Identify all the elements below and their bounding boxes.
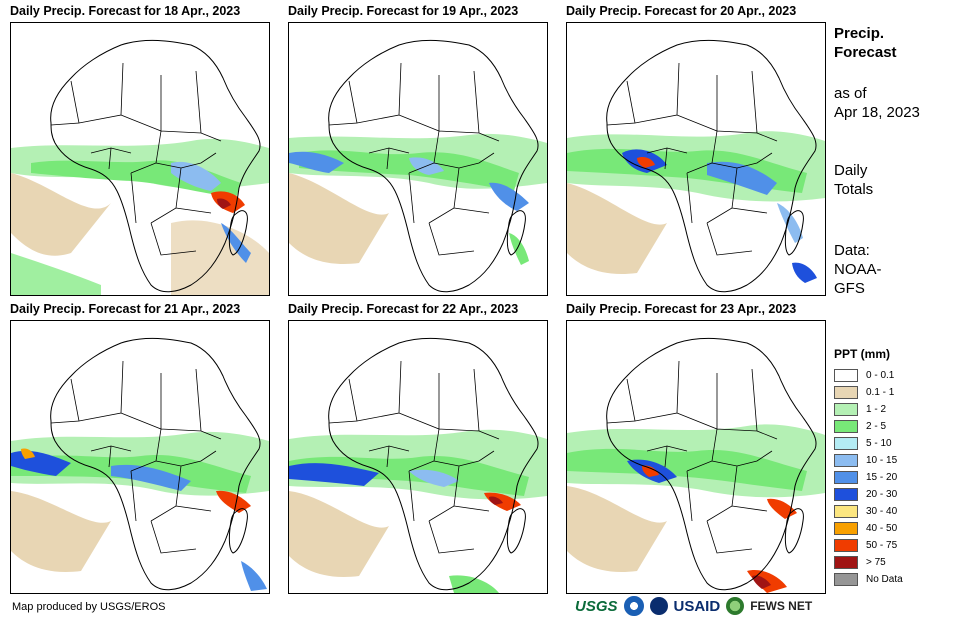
legend-swatch <box>834 573 858 586</box>
legend-item: 20 - 30 <box>834 486 954 503</box>
usgs-logo: USGS <box>575 597 618 615</box>
legend-swatch <box>834 437 858 450</box>
panel-title: Daily Precip. Forecast for 19 Apr., 2023 <box>288 4 519 18</box>
legend-label: 40 - 50 <box>866 523 898 534</box>
sidebar-daily-line: Totals <box>834 181 874 198</box>
legend-label: 30 - 40 <box>866 506 898 517</box>
legend-swatch <box>834 556 858 569</box>
legend-item: 1 - 2 <box>834 401 954 418</box>
legend-label: 0.1 - 1 <box>866 387 895 398</box>
sidebar-data-line: NOAA- <box>834 261 882 278</box>
sidebar-title: Precip. Forecast <box>834 24 897 62</box>
sidebar-title-line: Forecast <box>834 44 897 61</box>
legend-swatch <box>834 420 858 433</box>
forecast-map <box>288 22 548 296</box>
noaa-logo-icon <box>623 596 644 616</box>
forecast-map <box>10 22 270 296</box>
usaid-logo: USAID <box>673 597 721 615</box>
legend-item: 15 - 20 <box>834 469 954 486</box>
legend-swatch <box>834 386 858 399</box>
sidebar-data: Data: NOAA- GFS <box>834 241 882 298</box>
legend-label: 2 - 5 <box>866 421 887 432</box>
sidebar-title-line: Precip. <box>834 25 885 42</box>
panel-title: Daily Precip. Forecast for 18 Apr., 2023 <box>10 4 241 18</box>
legend-label: 5 - 10 <box>866 438 892 449</box>
map-credit: Map produced by USGS/EROS <box>12 601 166 613</box>
legend-item: 0 - 0.1 <box>834 367 954 384</box>
forecast-map <box>10 320 270 594</box>
legend-item: 40 - 50 <box>834 520 954 537</box>
sidebar-asof-line: as of <box>834 85 867 102</box>
sidebar-asof: as of Apr 18, 2023 <box>834 84 920 122</box>
forecast-map <box>566 22 826 296</box>
legend-label: 15 - 20 <box>866 472 898 483</box>
legend-item: No Data <box>834 571 954 588</box>
forecast-map <box>288 320 548 594</box>
legend-item: > 75 <box>834 554 954 571</box>
legend-swatch <box>834 505 858 518</box>
legend-label: 0 - 0.1 <box>866 370 895 381</box>
legend-label: > 75 <box>866 557 886 568</box>
precip-legend: PPT (mm) 0 - 0.1 0.1 - 1 1 - 2 2 - 5 5 - 10 1… <box>834 347 954 588</box>
legend-label: 20 - 30 <box>866 489 898 500</box>
legend-label: 50 - 75 <box>866 540 898 551</box>
legend-swatch <box>834 403 858 416</box>
sidebar-daily-line: Daily <box>834 162 868 179</box>
sidebar-asof-line: Apr 18, 2023 <box>834 104 920 121</box>
legend-swatch <box>834 488 858 501</box>
legend-item: 5 - 10 <box>834 435 954 452</box>
legend-label: 1 - 2 <box>866 404 887 415</box>
legend-label: No Data <box>866 574 903 585</box>
usaid-seal-icon <box>649 597 668 615</box>
sidebar-data-line: GFS <box>834 280 865 297</box>
forecast-map <box>566 320 826 594</box>
legend-swatch <box>834 471 858 484</box>
fews-net-globe-icon <box>726 597 745 615</box>
legend-swatch <box>834 454 858 467</box>
legend-label: 10 - 15 <box>866 455 898 466</box>
legend-swatch <box>834 539 858 552</box>
panel-title: Daily Precip. Forecast for 20 Apr., 2023 <box>566 4 797 18</box>
panel-title: Daily Precip. Forecast for 22 Apr., 2023 <box>288 302 519 316</box>
panel-title: Daily Precip. Forecast for 23 Apr., 2023 <box>566 302 797 316</box>
sidebar-daily: Daily Totals <box>834 161 873 199</box>
legend-swatch <box>834 522 858 535</box>
legend-item: 10 - 15 <box>834 452 954 469</box>
legend-title: PPT (mm) <box>834 347 891 361</box>
panel-title: Daily Precip. Forecast for 21 Apr., 2023 <box>10 302 241 316</box>
legend-item: 0.1 - 1 <box>834 384 954 401</box>
legend-swatch <box>834 369 858 382</box>
logo-bar: USGS USAID FEWS NET <box>575 596 812 616</box>
legend-item: 2 - 5 <box>834 418 954 435</box>
sidebar-data-line: Data: <box>834 242 870 259</box>
fews-net-logo: FEWS NET <box>750 599 813 613</box>
legend-item: 50 - 75 <box>834 537 954 554</box>
legend-item: 30 - 40 <box>834 503 954 520</box>
